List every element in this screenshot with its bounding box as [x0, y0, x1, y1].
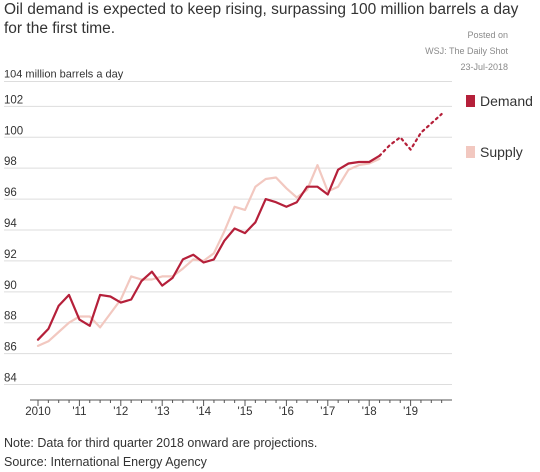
x-tick-label: '18 [362, 406, 377, 418]
y-tick-label: 86 [4, 342, 17, 354]
x-tick-label: '19 [403, 406, 418, 418]
y-tick-label: 88 [4, 311, 17, 323]
y-axis-label: 104 million barrels a day [4, 68, 124, 80]
y-tick-label: 102 [4, 94, 23, 106]
demand-line [36, 154, 381, 341]
series-lines [36, 112, 443, 347]
supply-line [36, 157, 381, 347]
legend-demand-swatch [466, 95, 475, 107]
x-tick-label: '13 [155, 406, 170, 418]
y-tick-label: 100 [4, 125, 23, 137]
watermark-line2: WSJ: The Daily Shot [425, 46, 508, 56]
chart-note: Note: Data for third quarter 2018 onward… [4, 436, 318, 450]
axes: 104 million barrels a day 84 86 88 90 92 94 96 9… [4, 68, 452, 418]
watermark-line3: 23-Jul-2018 [460, 62, 508, 72]
y-tick-label: 96 [4, 187, 17, 199]
y-tick-label: 84 [4, 373, 17, 385]
x-tick-label: '16 [279, 406, 294, 418]
legend-supply-label: Supply [480, 144, 523, 160]
legend-demand-label: Demand [480, 93, 533, 109]
chart-title: Oil demand is expected to keep rising, s… [4, 1, 519, 37]
legend-supply-swatch [466, 146, 475, 158]
grid-lines [4, 80, 452, 386]
y-tick-label: 98 [4, 156, 17, 168]
y-tick-label: 92 [4, 249, 17, 261]
x-tick-label: '17 [320, 406, 335, 418]
x-tick-label: '12 [113, 406, 128, 418]
y-tick-label: 90 [4, 280, 17, 292]
demand-projection-line [378, 112, 443, 157]
x-tick-label: 2010 [25, 406, 51, 418]
chart-source: Source: International Energy Agency [4, 455, 207, 469]
x-tick-label: '15 [238, 406, 253, 418]
y-tick-label: 94 [4, 218, 17, 230]
x-tick-label: '11 [72, 406, 86, 418]
watermark-line1: Posted on [467, 30, 508, 40]
x-tick-label: '14 [196, 406, 212, 418]
legend: Demand Supply [466, 93, 533, 160]
